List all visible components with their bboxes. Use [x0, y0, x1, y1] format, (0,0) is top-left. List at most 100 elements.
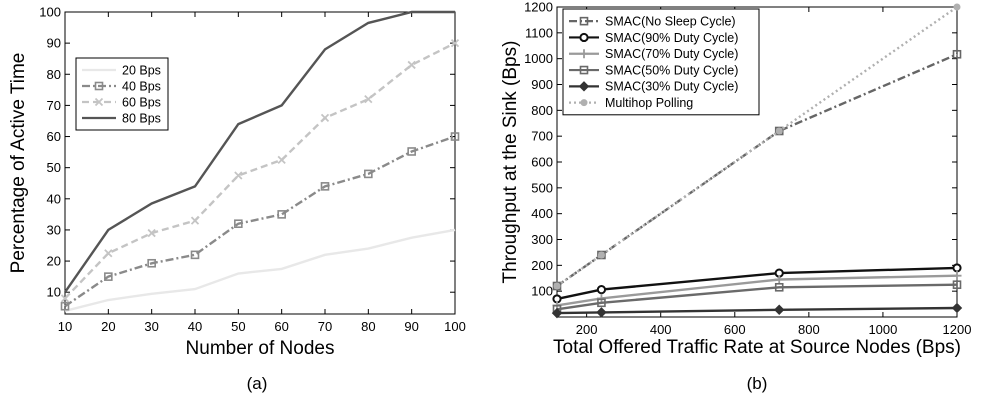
chart-b-series-2: [552, 263, 962, 304]
chart-a-xtick-label: 20: [101, 319, 115, 334]
chart-b-data-point: [553, 282, 561, 290]
chart-b-legend-label: SMAC(30% Duty Cycle): [605, 80, 738, 94]
chart-b-ytick-label: 1200: [524, 0, 553, 15]
chart-a-legend-marker: [94, 81, 104, 91]
chart-b-legend-item: SMAC(No Sleep Cycle): [569, 14, 736, 28]
chart-a-ytick-label: 50: [47, 160, 61, 175]
chart-a-data-point: [364, 169, 373, 179]
chart-b-series-line: [556, 283, 958, 311]
chart-a-data-point: [60, 301, 70, 311]
chart-b-xtick-label: 200: [576, 322, 598, 337]
chart-a-xtick-label: 40: [188, 319, 202, 334]
chart-b-ytick-label: 500: [531, 180, 553, 195]
chart-a-legend-item: 40 Bps: [82, 79, 161, 93]
chart-b-xtick-label: 800: [798, 322, 820, 337]
chart-b-legend-marker: [579, 16, 589, 26]
chart-b-data-point: [952, 49, 962, 59]
chart-a: 10 20 30 40 50 60 70 80 90 100 10 20 30 40 50 60 70 80 90…: [8, 5, 466, 394]
chart-b-xtick-label: 400: [650, 322, 672, 337]
chart-a-legend-item: 80 Bps: [82, 111, 161, 125]
chart-a-data-point: [190, 250, 200, 260]
chart-b-ytick-label: 100: [531, 284, 553, 299]
chart-a-ylabel: Percentage of Active Time: [8, 53, 29, 274]
chart-b-ytick-label: 200: [531, 258, 553, 273]
chart-a-legend-label: 80 Bps: [122, 111, 161, 125]
chart-a-data-point: [277, 155, 286, 165]
chart-b-series-line: [556, 306, 958, 315]
chart-b-series-4: [552, 280, 962, 314]
chart-a-series-3: [60, 38, 460, 303]
chart-b-ytick-label: 600: [531, 155, 553, 170]
chart-b-legend-marker: [580, 99, 588, 107]
chart-b-ylabel: Throughput at the Sink (Bps): [500, 41, 521, 284]
chart-b-legend-item: Multihop Polling: [569, 96, 693, 110]
chart-a-data-point: [277, 210, 286, 219]
chart-b-xtick-label: 1000: [868, 322, 897, 337]
chart-a-ytick-label: 10: [47, 285, 61, 300]
chart-a-ytick-label: 80: [47, 67, 61, 82]
chart-a-data-point: [234, 171, 243, 180]
chart-a-ytick-label: 60: [47, 129, 61, 144]
chart-b-data-point: [597, 251, 605, 259]
chart-b-legend-marker: [579, 49, 589, 59]
chart-a-data-point: [450, 38, 460, 48]
chart-b-ytick-label: 1100: [525, 25, 553, 40]
chart-b-xtick-label: 600: [724, 322, 746, 337]
chart-a-series-1: [64, 228, 456, 313]
chart-b-data-point: [775, 127, 783, 135]
chart-a-legend-label: 20 Bps: [122, 63, 161, 77]
chart-a-ytick-label: 40: [47, 191, 61, 206]
chart-b-data-point: [951, 302, 963, 314]
chart-b-legend-box: [562, 8, 760, 116]
chart-b-data-point: [596, 285, 607, 295]
chart-b-xtick-label: 1200: [943, 322, 972, 337]
chart-b-legend-marker: [579, 65, 589, 75]
chart-b-data-point: [597, 298, 606, 308]
chart-b-data-point: [774, 282, 784, 292]
chart-a-xtick-label: 70: [318, 319, 332, 334]
chart-b-series-5: [551, 302, 963, 319]
chart-b-legend-item: SMAC(70% Duty Cycle): [569, 47, 738, 61]
chart-b-data-point: [774, 275, 784, 285]
chart-b-legend-marker: [579, 32, 589, 43]
chart-a-panel-label: (a): [247, 374, 268, 393]
chart-b-series-3: [552, 271, 962, 310]
chart-b-series-6: [553, 3, 961, 290]
chart-b-legend-label: SMAC(90% Duty Cycle): [605, 31, 738, 45]
chart-a-data-point: [104, 272, 113, 281]
chart-a-series-line: [64, 42, 456, 300]
chart-a-xtick-label: 10: [58, 319, 72, 334]
chart-a-data-point: [147, 228, 156, 238]
chart-b-ytick-label: 900: [531, 77, 553, 92]
chart-a-data-point: [320, 182, 330, 191]
chart-b-ytick-label: 300: [531, 232, 553, 247]
chart-a-series-line: [64, 228, 456, 313]
chart-a-xtick-label: 80: [361, 319, 375, 334]
chart-b-data-point: [952, 271, 962, 281]
chart-a-data-point: [450, 132, 460, 141]
chart-b-ytick-label: 1000: [524, 51, 553, 66]
chart-a-legend: 20 Bps 40 Bps 60 Bps 80 Bps: [75, 57, 169, 131]
chart-a-legend-label: 40 Bps: [122, 79, 161, 93]
chart-b-ytick-label: 800: [531, 103, 553, 118]
chart-a-data-point: [364, 95, 373, 104]
chart-a-data-point: [104, 249, 113, 258]
chart-b-legend-item: SMAC(30% Duty Cycle): [569, 80, 738, 94]
chart-b-ytick-label: 700: [531, 129, 553, 144]
chart-b-legend-label: SMAC(50% Duty Cycle): [605, 63, 738, 77]
chart-b-legend: SMAC(No Sleep Cycle) SMAC(90% Duty Cycle)…: [562, 8, 760, 116]
chart-a-plot-area: [64, 11, 456, 315]
chart-a-series-line: [64, 10, 455, 293]
chart-a-ytick-label: 100: [39, 5, 61, 20]
chart-b-data-point: [596, 293, 606, 303]
chart-b-legend-item: SMAC(90% Duty Cycle): [569, 31, 738, 45]
chart-a-series-line: [64, 135, 456, 308]
chart-b-ytick-label: 400: [531, 206, 553, 221]
chart-b-legend-item: SMAC(50% Duty Cycle): [569, 63, 738, 77]
chart-a-xtick-label: 60: [274, 319, 288, 334]
chart-a-xtick-label: 30: [144, 319, 158, 334]
chart-b-legend-label: Multihop Polling: [605, 96, 693, 110]
chart-a-xlabel: Number of Nodes: [186, 338, 335, 359]
chart-b-data-point: [774, 304, 785, 315]
